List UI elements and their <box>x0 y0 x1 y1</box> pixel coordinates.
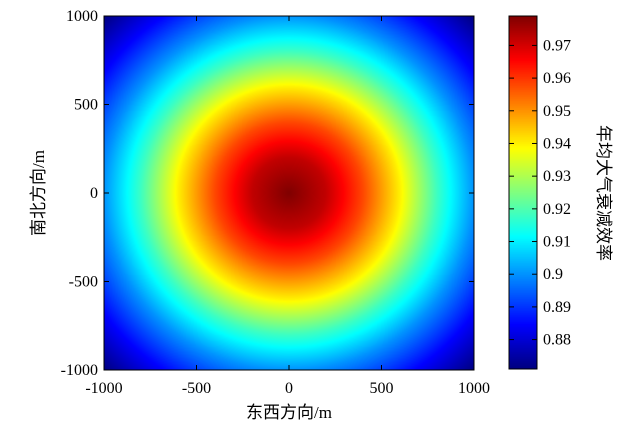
colorbar-ticks: 0.88 0.89 0.9 0.91 0.92 0.93 0.94 0.95 0.96 0.97 <box>509 37 571 349</box>
plot-frame <box>103 15 475 371</box>
colorbar-tick-label: 0.88 <box>543 332 571 349</box>
colorbar <box>509 16 537 369</box>
colorbar-tick-label: 0.91 <box>543 234 571 251</box>
x-tick-label: 0 <box>285 380 293 397</box>
y-tick-label: -500 <box>69 274 98 291</box>
colorbar-tick-label: 0.95 <box>543 103 571 120</box>
colorbar-tick-label: 0.96 <box>543 70 571 87</box>
y-tick-label: 500 <box>74 97 98 114</box>
y-tick-label: -1000 <box>61 362 98 379</box>
colorbar-tick-label: 0.89 <box>543 299 571 316</box>
x-tick-label: 1000 <box>458 380 490 397</box>
x-tick-label: 500 <box>370 380 394 397</box>
x-tick-label: -1000 <box>85 380 122 397</box>
colorbar-tick-label: 0.9 <box>543 266 563 283</box>
y-axis-ticks: -1000 -500 0 500 1000 <box>61 8 474 379</box>
colorbar-tick-label: 0.92 <box>543 201 571 218</box>
colorbar-tick-label: 0.94 <box>543 135 571 152</box>
colorbar-frame <box>508 15 538 370</box>
colorbar-label: 年均大气衰减效率 <box>594 125 613 261</box>
heatmap-plot-area <box>104 16 474 370</box>
y-tick-label: 1000 <box>66 8 98 25</box>
y-axis-label: 南北方向/m <box>29 150 48 236</box>
colorbar-tick-label: 0.93 <box>543 168 571 185</box>
x-axis-label: 东西方向/m <box>246 403 332 422</box>
colorbar-tick-label: 0.97 <box>543 37 571 54</box>
x-axis-ticks: -1000 -500 0 500 1000 <box>85 16 490 397</box>
y-tick-label: 0 <box>90 185 98 202</box>
x-tick-label: -500 <box>182 380 211 397</box>
